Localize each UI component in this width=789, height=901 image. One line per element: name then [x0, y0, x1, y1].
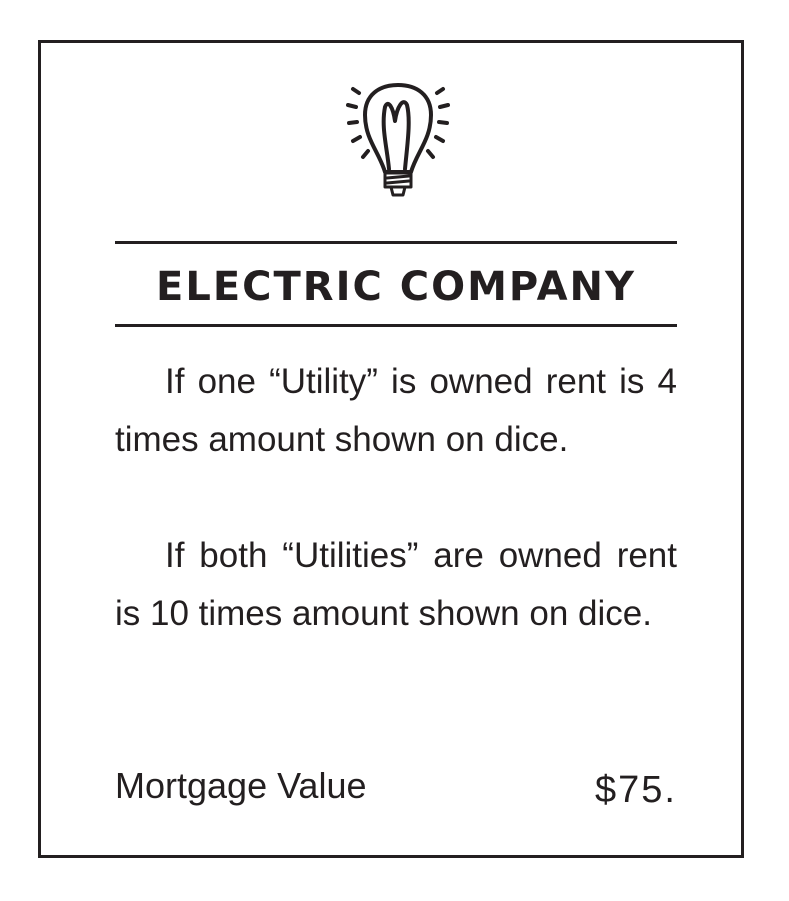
mortgage-value: $75. — [595, 769, 677, 811]
mortgage-label: Mortgage Value — [115, 765, 367, 806]
title-divider-top — [115, 241, 677, 244]
property-title: ELECTRIC COMPANY — [156, 264, 636, 310]
rent-rule-text: If both “Utilities” are owned rent is 10… — [115, 536, 677, 633]
title-divider-bottom — [115, 324, 677, 327]
rent-rule-text: If one “Utility” is owned rent is 4 time… — [115, 362, 677, 459]
rent-rule-one-utility: If one “Utility” is owned rent is 4 time… — [115, 353, 677, 469]
rent-rule-both-utilities: If both “Utilities” are owned rent is 10… — [115, 527, 677, 643]
lightbulb-icon — [343, 77, 453, 207]
property-card: ELECTRIC COMPANY If one “Utility” is own… — [38, 40, 744, 858]
